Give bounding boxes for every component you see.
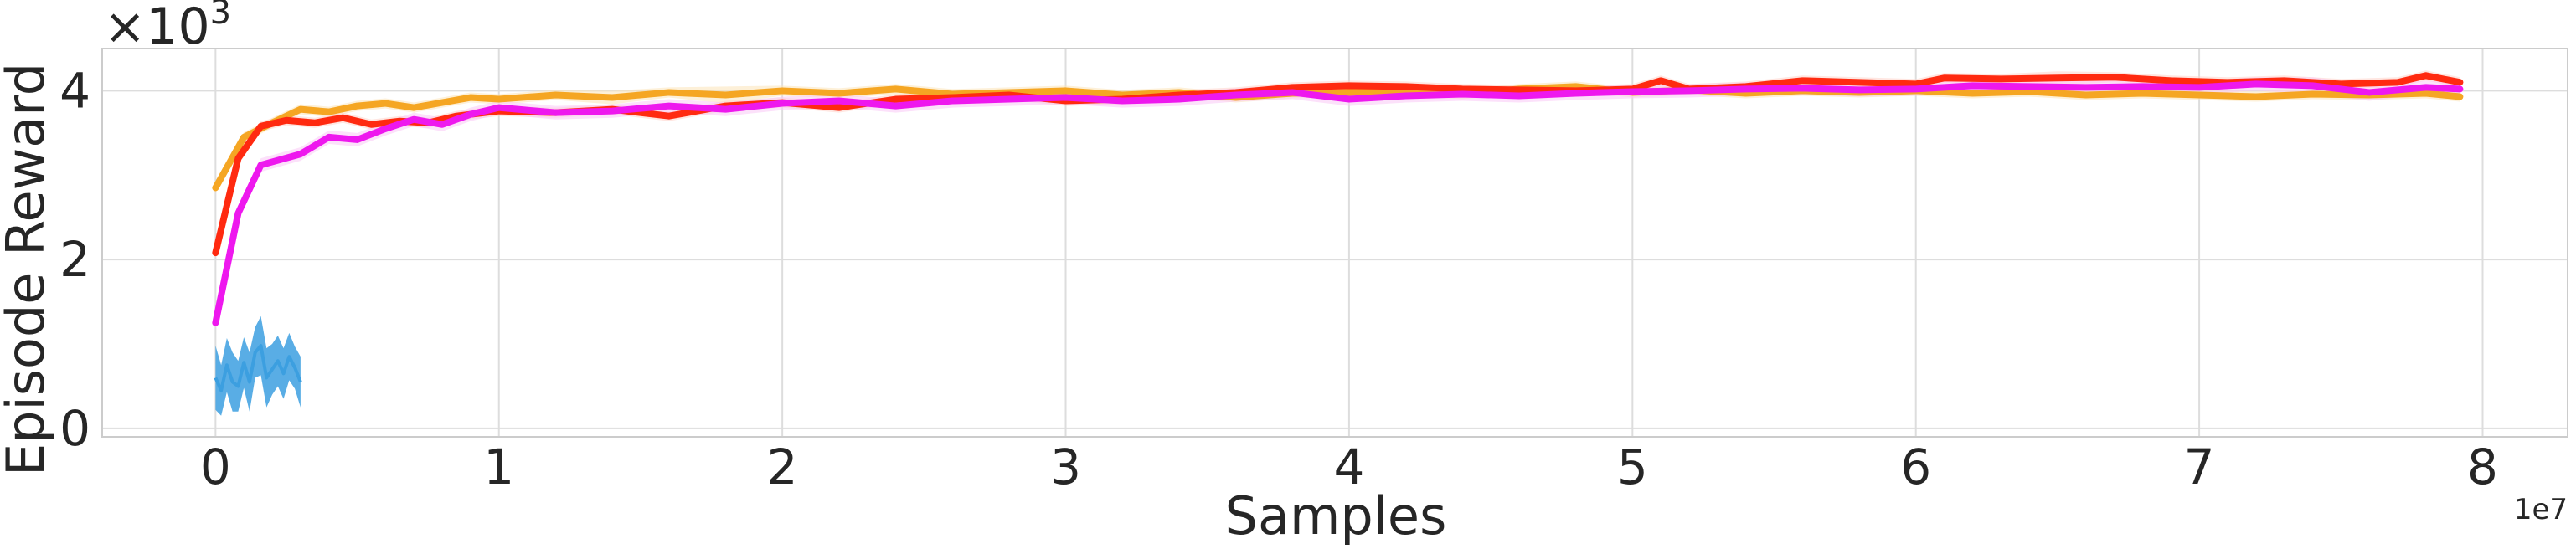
x-tick-label: 1 [483,439,514,495]
x-tick-label: 4 [1333,439,1364,495]
y-tick-labels: 0 2 4 [59,62,90,456]
series-2-line [212,80,2464,326]
series-0-band [215,81,2460,193]
series-3-band [215,315,301,416]
x-axis-label: Samples [1225,485,1447,546]
x-tick-labels: 0 1 2 3 4 5 6 7 8 [200,439,2498,495]
plot-frame [101,48,2568,438]
grid-lines [102,49,2568,437]
svg-text:×103: ×103 [104,0,231,56]
x-offset-label: 1e7 [2514,493,2568,526]
y-tick-label: 2 [59,231,90,288]
y-scale-base: ×10 [104,0,210,56]
y-axis-label: Episode Reward [0,63,56,476]
x-tick-label: 7 [2184,439,2215,495]
y-tick-label: 4 [59,62,90,119]
series-3-line [214,344,302,392]
x-tick-label: 2 [767,439,798,495]
error-bands [215,70,2460,416]
x-tick-label: 5 [1617,439,1648,495]
y-scale-exponent: 3 [210,0,231,32]
x-tick-label: 6 [1900,439,1931,495]
y-tick-label: 0 [59,400,90,457]
x-tick-label: 0 [200,439,231,495]
x-tick-label: 3 [1050,439,1081,495]
y-scale-label: ×103 [104,0,231,56]
x-tick-label: 8 [2467,439,2498,495]
series-lines [212,72,2464,392]
